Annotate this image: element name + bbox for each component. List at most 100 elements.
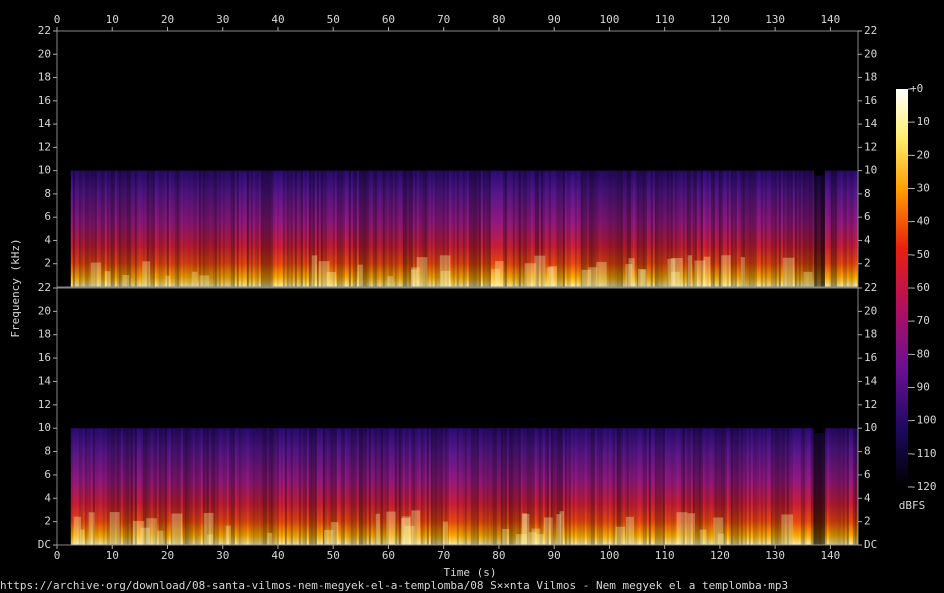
texture [692,170,695,287]
x-axis-label: Time (s) [444,566,497,579]
texture [734,428,737,545]
texture [252,428,255,545]
texture [460,170,463,287]
texture [660,428,663,545]
texture [204,428,207,545]
texture [360,170,363,287]
texture [754,428,757,545]
texture [543,517,553,545]
x-tick-label: 50 [327,13,340,26]
texture [148,170,151,287]
texture [836,428,839,545]
texture [522,170,525,287]
texture [694,260,706,287]
texture [578,428,581,545]
texture [510,428,513,545]
texture [444,428,447,545]
texture [264,428,267,545]
texture [836,170,839,287]
texture [712,170,715,287]
texture [582,170,585,287]
texture [70,428,73,545]
texture [410,428,413,545]
y-tick-label: 16 [38,94,51,107]
texture [598,170,601,287]
texture [751,428,753,545]
texture [508,170,511,287]
texture [718,428,721,545]
texture [632,428,635,545]
y-tick-label: 6 [44,468,51,481]
texture [404,525,415,545]
texture [665,428,667,545]
texture [520,170,523,287]
texture [686,170,689,287]
texture [220,428,223,545]
texture [442,428,445,545]
texture [109,512,120,545]
texture [438,170,441,287]
texture [152,170,155,287]
texture [706,428,709,545]
texture [710,170,713,287]
texture [850,170,853,287]
texture [374,428,377,545]
texture [762,428,765,545]
texture [364,428,367,545]
texture [410,170,413,287]
texture [464,170,467,287]
texture [781,514,793,545]
texture [470,428,473,545]
texture [304,428,307,545]
texture [732,428,735,545]
texture [522,513,530,545]
colorbar-tick-label: -90 [910,381,930,394]
texture [410,269,418,287]
texture [827,171,829,287]
texture [380,170,383,287]
texture [606,428,609,545]
texture [242,428,245,545]
texture [802,170,805,287]
texture [98,170,101,287]
texture [676,170,679,287]
texture [210,428,213,545]
texture [594,170,597,287]
texture [852,428,855,545]
texture [694,428,697,545]
texture [156,170,159,287]
texture [750,170,753,287]
texture [298,170,301,287]
x-tick-label: 110 [655,13,675,26]
x-tick-label: 70 [437,13,450,26]
texture [439,255,451,287]
texture [818,170,821,287]
colorbar [896,89,908,487]
texture [140,527,150,545]
texture [752,428,755,545]
texture [486,428,489,545]
texture [512,170,515,287]
texture [747,428,749,545]
texture [454,170,457,287]
texture [338,170,341,287]
texture [232,428,235,545]
texture [74,170,77,287]
texture [586,428,589,545]
texture [356,428,359,545]
texture [792,170,795,287]
texture [724,428,727,545]
texture [192,271,198,287]
x-tick-label: 120 [710,13,730,26]
y-tick-label: 18 [864,71,877,84]
texture [256,170,259,287]
texture [196,428,199,545]
texture [270,428,273,545]
texture [128,428,131,545]
texture [96,428,99,545]
texture [790,428,793,545]
texture [378,428,381,545]
x-tick-label: 60 [382,549,395,562]
texture [444,170,447,287]
